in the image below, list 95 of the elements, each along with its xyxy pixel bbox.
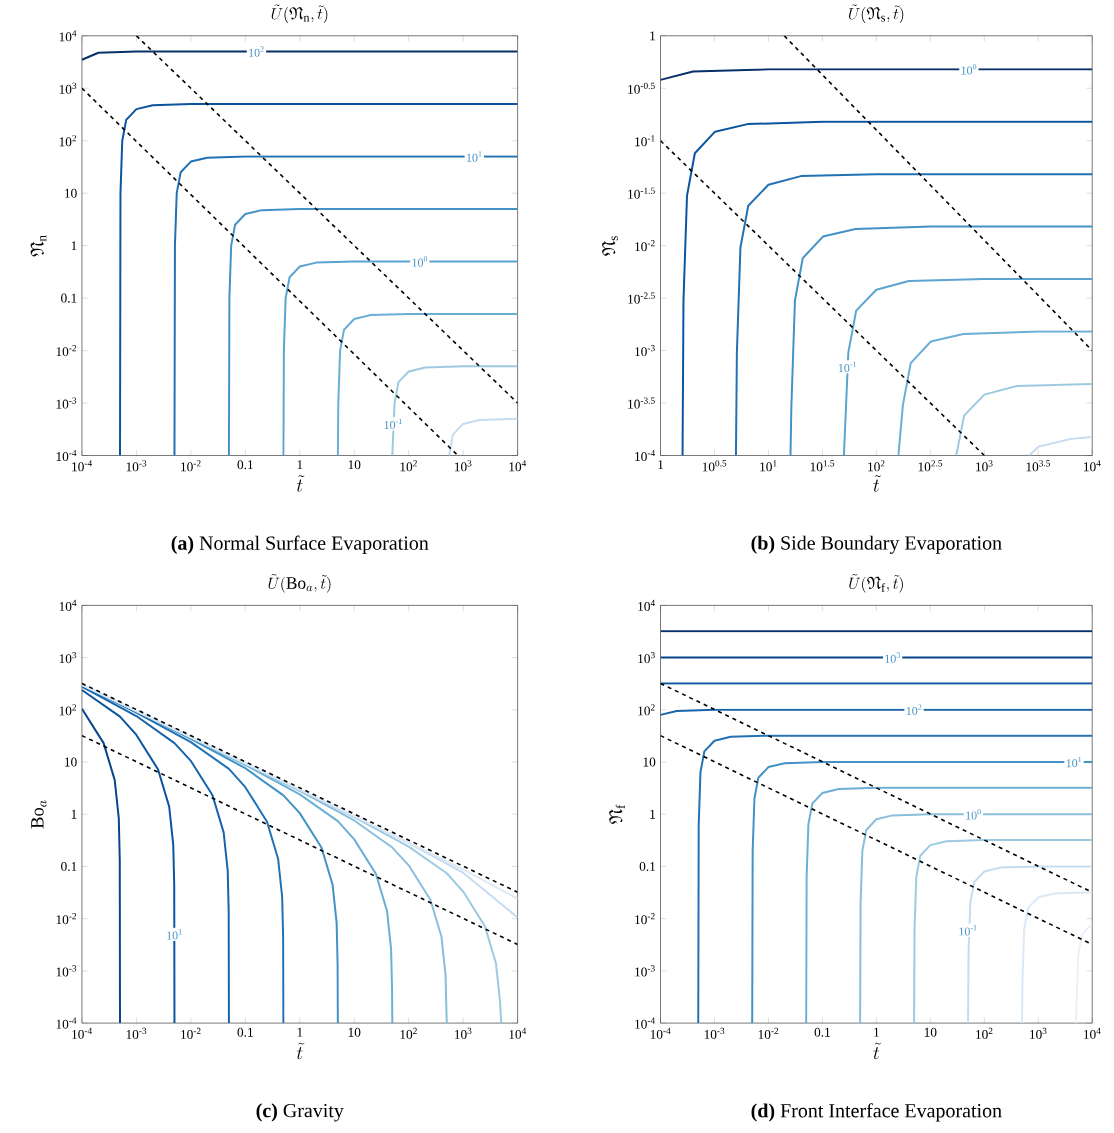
y-tick-label: 10$^{-2}$ <box>56 345 76 357</box>
y-tick-label: 0.1 <box>60 861 77 871</box>
text: (a) Normal Surface Evaporation <box>171 535 429 554</box>
annotation: 10$^{-1}$ <box>384 418 402 430</box>
y-tick-label: 10$^{2}$ <box>59 704 76 716</box>
y-tick-label: 10$^{-3.5}$ <box>628 397 655 409</box>
y-tick-label: 10$^{2}$ <box>59 135 76 147</box>
x-tick-label: 0.1 <box>237 460 253 470</box>
chart-title: $\tilde{U}(\mathfrak{N}_{\mathrm{f}}, \tilde{t})$ <box>849 574 903 593</box>
x-tick-label: 10$^{4}$ <box>509 1027 527 1039</box>
chart-title: $\tilde{U}(\mathfrak{N}_{\mathrm{n}}, \tilde{t})$ <box>271 4 328 24</box>
y-tick-label: 10$^{3}$ <box>59 82 77 94</box>
annotation: 10$^{-1}$ <box>838 361 856 373</box>
x-tick-label: 10$^{3}$ <box>454 460 472 472</box>
y-tick-label: 10$^{-2.5}$ <box>628 292 655 304</box>
y-axis-title: $\mathfrak{N}_{\mathrm{f}}$ <box>609 804 625 824</box>
y-tick-label: 10$^{-4}$ <box>56 1017 77 1029</box>
x-tick-label: 10$^{4}$ <box>509 460 527 472</box>
x-tick-label: 10$^{3}$ <box>976 460 993 472</box>
x-tick-label: 10$^{2}$ <box>400 1027 417 1039</box>
x-tick-label: 10$^{-2}$ <box>181 1027 201 1039</box>
y-tick-label: 10 <box>643 757 656 767</box>
y-tick-label: 1 <box>71 809 77 819</box>
y-axis-title: $\mathfrak{N}_{\mathrm{n}}$ <box>30 235 47 257</box>
text: (d) Front Interface Evaporation <box>751 1103 1002 1122</box>
x-tick-label: 10$^{4}$ <box>1083 460 1101 472</box>
annotation: 10$^{3}$ <box>885 652 900 663</box>
annotation: 10$^{0}$ <box>412 256 428 267</box>
y-tick-label: 10$^{-1}$ <box>635 135 655 147</box>
y-tick-label: 10 <box>64 757 77 767</box>
x-tick-label: 10$^{-2}$ <box>181 460 201 472</box>
y-tick-label: 10$^{-2}$ <box>635 913 655 925</box>
x-tick-label: 0.1 <box>814 1027 830 1037</box>
y-axis-title: $\mathrm{Bo}_a$ <box>31 800 47 829</box>
x-tick-label: 10$^{3.5}$ <box>1026 460 1050 472</box>
annotation: 10$^{2}$ <box>249 46 264 57</box>
y-tick-label: 10$^{4}$ <box>59 30 77 42</box>
x-tick-label: 10$^{2}$ <box>400 460 417 472</box>
y-tick-label: 10$^{-2}$ <box>635 240 655 252</box>
annotation: 10$^{1}$ <box>466 151 482 162</box>
x-tick-label: 10$^{-3}$ <box>704 1027 725 1039</box>
annotation: 10$^{0}$ <box>961 63 977 75</box>
y-tick-label: 10$^{2}$ <box>638 704 655 716</box>
y-tick-label: 10$^{-3}$ <box>56 397 77 409</box>
x-tick-label: 10$^{1}$ <box>760 460 777 472</box>
y-tick-label: 10$^{-0.5}$ <box>628 82 655 94</box>
x-tick-label: 10$^{3}$ <box>1030 1027 1047 1039</box>
x-tick-label: 1 <box>297 1027 303 1037</box>
y-tick-label: 10$^{-4}$ <box>635 1017 655 1029</box>
x-axis-title: $\tilde{t}$ <box>873 1042 881 1060</box>
x-tick-label: 10 <box>348 460 361 470</box>
x-tick-label: 10$^{2}$ <box>976 1027 993 1039</box>
x-tick-label: 0.1 <box>237 1027 253 1037</box>
y-tick-label: 10$^{3}$ <box>638 652 655 664</box>
y-tick-label: 1 <box>650 809 655 819</box>
y-tick-label: 10$^{3}$ <box>59 652 77 664</box>
x-tick-label: 10$^{2}$ <box>868 460 885 472</box>
y-tick-label: 10$^{4}$ <box>638 599 655 611</box>
x-tick-label: 1 <box>297 460 303 469</box>
x-tick-label: 10$^{0.5}$ <box>702 460 727 472</box>
annotation: 10$^{2}$ <box>906 704 922 716</box>
annotation: 10$^{1}$ <box>167 929 182 940</box>
y-tick-label: 1 <box>650 31 655 41</box>
x-tick-label: 10$^{4}$ <box>1083 1027 1101 1039</box>
chart-title: $\tilde{U}(\mathfrak{N}_{\mathrm{s}}, \tilde{t})$ <box>848 4 904 24</box>
x-axis-title: $\tilde{t}$ <box>296 1042 305 1060</box>
y-tick-label: 1 <box>71 241 77 251</box>
y-tick-label: 10$^{-1.5}$ <box>628 187 655 199</box>
x-tick-label: 1 <box>658 460 663 469</box>
annotation: 10$^{-1}$ <box>959 924 977 936</box>
text: (c) Gravity <box>256 1103 344 1122</box>
y-tick-label: 10 <box>64 188 77 198</box>
y-tick-label: 10$^{-3}$ <box>635 345 655 357</box>
x-tick-label: 10 <box>348 1027 361 1037</box>
y-tick-label: 10$^{-3}$ <box>56 965 77 977</box>
y-tick-label: 10$^{-2}$ <box>56 913 76 925</box>
x-tick-label: 10$^{-3}$ <box>126 460 147 472</box>
x-tick-label: 10$^{-2}$ <box>758 1027 779 1039</box>
x-tick-label: 10$^{-3}$ <box>126 1027 147 1039</box>
x-axis-title: $\tilde{t}$ <box>296 475 305 492</box>
x-axis-title: $\tilde{t}$ <box>873 475 881 492</box>
x-tick-label: 10$^{3}$ <box>454 1027 472 1039</box>
y-tick-label: 0.1 <box>60 293 77 303</box>
annotation: 10$^{0}$ <box>966 808 981 820</box>
x-tick-label: 1 <box>874 1027 879 1037</box>
y-tick-label: 0.1 <box>639 861 655 871</box>
text: (b) Side Boundary Evaporation <box>751 535 1002 554</box>
x-tick-label: 10$^{1.5}$ <box>810 460 835 472</box>
y-axis-title: $\mathfrak{N}_{\mathrm{s}}$ <box>602 236 618 256</box>
x-tick-label: 10 <box>924 1027 937 1037</box>
x-tick-label: 10$^{2.5}$ <box>918 460 943 472</box>
y-tick-label: 10$^{-3}$ <box>635 965 655 977</box>
annotation: 10$^{1}$ <box>1066 756 1082 768</box>
y-tick-label: 10$^{4}$ <box>59 599 77 611</box>
chart-title: $\tilde{U}(\mathrm{Bo}_a, \tilde{t})$ <box>268 574 331 593</box>
